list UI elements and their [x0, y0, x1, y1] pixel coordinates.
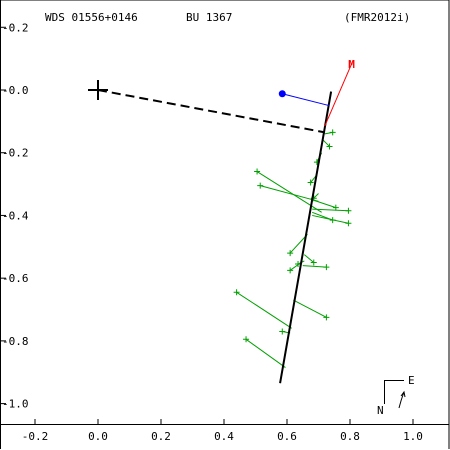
- observation-marker: [323, 314, 330, 321]
- observation-marker: [310, 259, 317, 266]
- residual-line: [260, 185, 319, 202]
- residual-line: [312, 199, 336, 209]
- y-tick-label: -0.0: [2, 84, 29, 97]
- residual-line: [312, 208, 349, 212]
- residual-line: [304, 254, 315, 263]
- observation-marker: [329, 129, 336, 136]
- x-axis: -0.2 0.0 0.2 0.4 0.6 0.8 1.0: [22, 419, 423, 443]
- observation-marker: [254, 168, 261, 175]
- observation-marker: [243, 336, 250, 343]
- measure-marker-label: M: [348, 58, 355, 71]
- x-tick-label: 0.8: [340, 430, 360, 443]
- y-tick-label: -0.2: [2, 21, 29, 34]
- residual-line: [313, 193, 319, 199]
- observation-marker: [323, 264, 330, 271]
- residual-line: [302, 265, 327, 268]
- residual-line: [312, 214, 349, 224]
- y-tick-label: -0.2: [2, 147, 29, 160]
- observation-marker: [307, 179, 314, 186]
- wds-id-label: WDS 01556+0146: [45, 11, 138, 24]
- primary-star-marker: [88, 80, 108, 100]
- motion-arrow-icon: [398, 390, 406, 409]
- y-tick-label: -0.8: [2, 335, 29, 348]
- y-tick-label: -0.4: [2, 209, 29, 222]
- orbit-ref-label: (FMR2012i): [344, 11, 410, 24]
- x-tick-label: 0.4: [214, 430, 234, 443]
- node-line: [97, 89, 325, 134]
- y-tick-label: -1.0: [2, 398, 29, 411]
- observation-marker: [287, 250, 294, 257]
- observation-marker: [329, 217, 336, 224]
- compass: E N: [377, 374, 415, 417]
- x-tick-label: 0.6: [277, 430, 297, 443]
- discoverer-label: BU 1367: [186, 11, 232, 24]
- x-tick-label: -0.2: [22, 430, 49, 443]
- residual-line: [236, 291, 292, 329]
- observation-markers: [233, 129, 352, 343]
- y-axis: -0.2 -0.0 -0.2 -0.4 -0.6 -0.8 -1.0: [0, 21, 29, 411]
- observation-marker: [287, 267, 294, 274]
- current-position-dot: [278, 90, 286, 98]
- observation-marker: [345, 220, 352, 227]
- measure-line: [324, 63, 353, 127]
- residual-line: [322, 139, 330, 147]
- x-tick-label: 1.0: [403, 430, 423, 443]
- observation-marker: [233, 289, 240, 296]
- observation-marker: [257, 182, 264, 189]
- y-tick-label: -0.6: [2, 272, 29, 285]
- current-residual-line: [282, 93, 330, 107]
- orbit-arc: [279, 91, 333, 384]
- x-tick-label: 0.0: [88, 430, 108, 443]
- x-tick-label: 0.2: [151, 430, 171, 443]
- compass-east-label: E: [408, 374, 415, 387]
- observation-marker: [279, 328, 286, 335]
- observation-marker: [326, 143, 333, 150]
- observation-marker: [345, 207, 352, 214]
- observation-marker: [332, 204, 339, 211]
- compass-north-label: N: [377, 404, 384, 417]
- residual-line: [245, 338, 286, 368]
- orbit-layer: M: [88, 58, 355, 384]
- residual-line: [293, 299, 327, 318]
